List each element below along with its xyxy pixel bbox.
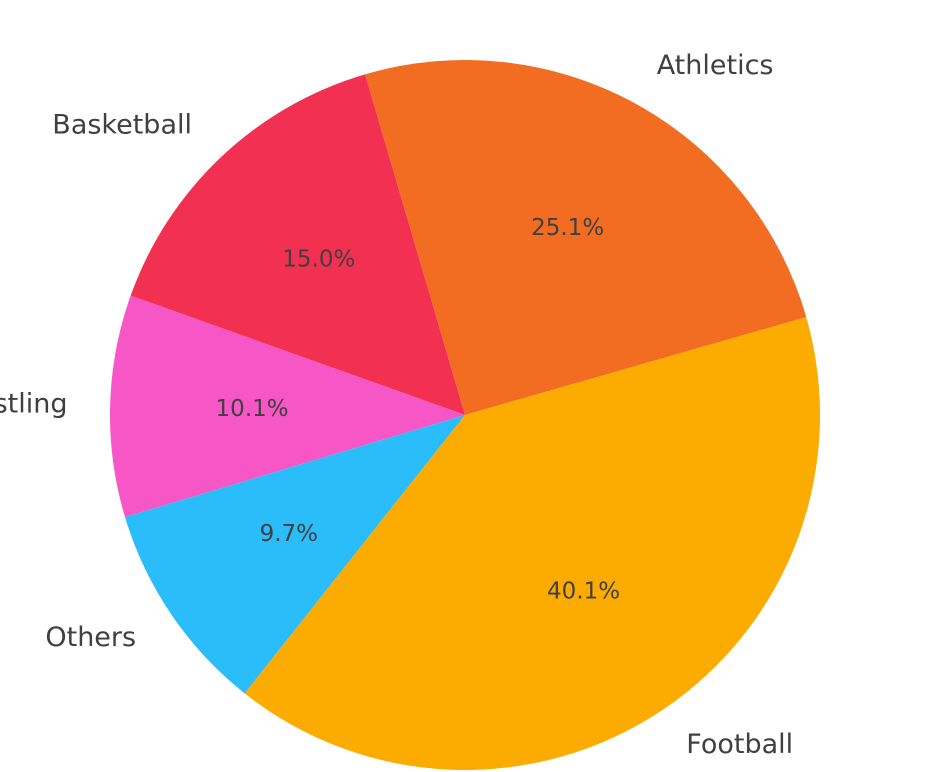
pie-slice-wrestling [109, 295, 466, 518]
slice-label-others: Others [45, 622, 136, 653]
slice-label-wrestling: Wrestling [0, 388, 68, 419]
slice-label-athletics: Athletics [657, 50, 774, 81]
pie-slice-others [125, 415, 465, 694]
pie-slice-football [244, 317, 821, 771]
slice-percent-athletics: 25.1% [531, 215, 604, 241]
slice-label-basketball: Basketball [52, 109, 192, 140]
slice-percent-others: 9.7% [260, 521, 318, 547]
slice-label-football: Football [686, 729, 793, 760]
slice-percent-football: 40.1% [547, 579, 620, 605]
pie-slice-basketball [130, 74, 465, 416]
pie-labels: Athletics 25.1% Basketball 15.0% Wrestling 10… [0, 50, 793, 760]
pie-slices [109, 59, 821, 771]
slice-percent-wrestling: 10.1% [216, 396, 289, 422]
pie-slice-athletics [365, 59, 807, 416]
slice-percent-basketball: 15.0% [282, 247, 355, 273]
